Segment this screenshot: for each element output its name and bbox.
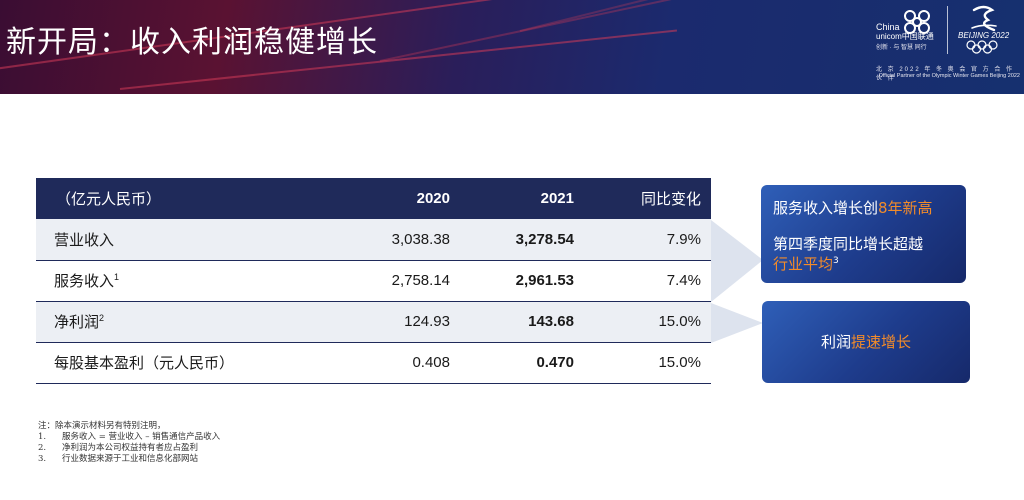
footnotes: 注：除本演示材料另有特别注明， 1. 服务收入 = 营业收入 – 销售通信产品收… xyxy=(38,421,220,465)
footnote-marker: 3 xyxy=(833,256,839,266)
value-change: 7.9% xyxy=(584,219,711,261)
value-2021: 0.470 xyxy=(460,342,584,384)
callout-service-revenue: 服务收入增长创8年新高 第四季度同比增长超越 行业平均3 xyxy=(761,185,966,283)
beijing-2022-logo-text: BEIJING 2022 xyxy=(958,31,1010,40)
value-2020: 3,038.38 xyxy=(326,219,460,261)
header-2021: 2021 xyxy=(460,178,584,219)
value-2020: 124.93 xyxy=(326,301,460,343)
logo-divider xyxy=(947,6,948,54)
china-unicom-knot-icon xyxy=(904,10,930,34)
partner-text-en: Official Partner of the Olympic Winter G… xyxy=(878,73,1020,79)
footnote-text: 服务收入 = 营业收入 – 销售通信产品收入 xyxy=(62,432,221,442)
value-2020: 0.408 xyxy=(326,342,460,384)
table-row: 营业收入 3,038.38 3,278.54 7.9% xyxy=(36,219,711,261)
header-banner: 新开局：收入利润稳健增长 China unicom中国联通 创新 · 与 智慧 … xyxy=(0,0,1024,94)
footnote-marker: 2 xyxy=(99,313,105,323)
callout-line: 服务收入增长创8年新高 xyxy=(773,197,933,218)
row-label: 净利润2 xyxy=(36,301,326,343)
china-unicom-logo-text: China xyxy=(876,22,900,32)
row-label-text: 每股基本盈利（元人民币） xyxy=(54,355,235,372)
callout-highlight: 8年新高 xyxy=(878,199,933,217)
callout-text: 服务收入增长创 xyxy=(773,199,879,217)
value-2020: 2,758.14 xyxy=(326,260,460,302)
value-2021: 3,278.54 xyxy=(460,219,584,261)
row-label: 服务收入1 xyxy=(36,260,326,302)
connector-arrow-2 xyxy=(711,303,763,343)
callout-line: 第四季度同比增长超越 xyxy=(773,235,924,253)
footnote-item: 1. 服务收入 = 营业收入 – 销售通信产品收入 xyxy=(38,432,220,443)
callout-text: 利润 xyxy=(820,333,851,351)
china-unicom-logo-text: unicom中国联通 xyxy=(876,32,934,41)
decorative-streak xyxy=(379,0,792,62)
value-2021: 2,961.53 xyxy=(460,260,584,302)
footnote-text: 净利润为本公司权益持有者应占盈利 xyxy=(62,443,199,453)
table-row: 每股基本盈利（元人民币） 0.408 0.470 15.0% xyxy=(36,342,711,384)
row-label-text: 营业收入 xyxy=(54,231,115,249)
beijing-2022-emblem-icon xyxy=(971,5,997,32)
callout-profit: 利润提速增长 xyxy=(762,301,970,383)
table-row: 服务收入1 2,758.14 2,961.53 7.4% xyxy=(36,260,711,302)
footnote-text: 行业数据来源于工业和信息化部网站 xyxy=(62,454,199,464)
footnote-number: 3. xyxy=(38,454,47,464)
value-2021: 143.68 xyxy=(460,301,584,343)
row-label-text: 净利润 xyxy=(54,314,100,331)
header-2020: 2020 xyxy=(326,178,460,219)
footnote-item: 3. 行业数据来源于工业和信息化部网站 xyxy=(38,454,220,465)
connector-arrow-1 xyxy=(711,220,763,302)
callout-highlight: 提速增长 xyxy=(851,333,912,351)
footnote-number: 2. xyxy=(38,443,47,453)
olympic-rings-icon xyxy=(966,40,998,54)
table-header-row: （亿元人民币） 2020 2021 同比变化 xyxy=(36,178,711,219)
callout-highlight: 行业平均 xyxy=(773,255,834,273)
decorative-streak xyxy=(519,0,870,32)
header-unit: （亿元人民币） xyxy=(36,178,326,219)
value-change: 15.0% xyxy=(584,342,711,384)
footnote-intro: 注：除本演示材料另有特别注明， xyxy=(38,421,166,431)
value-change: 15.0% xyxy=(584,301,711,343)
financial-table: （亿元人民币） 2020 2021 同比变化 营业收入 3,038.38 3,2… xyxy=(36,178,711,384)
logo-area: China unicom中国联通 创新 · 与 智慧 同行 BEIJING 20… xyxy=(876,0,1024,94)
callout-line: 利润提速增长 xyxy=(762,331,970,352)
header-change: 同比变化 xyxy=(584,178,711,219)
footnote-number: 1. xyxy=(38,432,47,442)
table-row: 净利润2 124.93 143.68 15.0% xyxy=(36,301,711,343)
partner-text-cn: 北 京 2022 年 冬 奥 会 官 方 合 作 伙 伴 xyxy=(876,67,1015,82)
china-unicom-slogan: 创新 · 与 智慧 同行 xyxy=(876,45,927,51)
footnote-marker: 1 xyxy=(114,272,120,282)
callout-line: 行业平均3 xyxy=(773,253,839,274)
page-title: 新开局：收入利润稳健增长 xyxy=(6,25,378,60)
footnote-item: 2. 净利润为本公司权益持有者应占盈利 xyxy=(38,443,220,454)
value-change: 7.4% xyxy=(584,260,711,302)
row-label: 营业收入 xyxy=(36,219,326,261)
row-label: 每股基本盈利（元人民币） xyxy=(36,342,326,384)
row-label-text: 服务收入 xyxy=(54,273,115,290)
